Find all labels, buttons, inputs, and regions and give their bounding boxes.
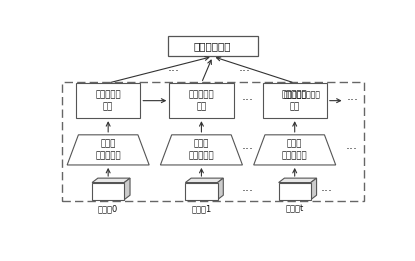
Polygon shape (124, 178, 130, 200)
Bar (168, 36, 258, 56)
Polygon shape (186, 178, 223, 182)
Bar (92, 182, 124, 200)
Text: ···: ··· (320, 185, 332, 198)
Text: ···: ··· (239, 65, 251, 78)
Bar (76, 83, 140, 118)
Text: 肺结节t: 肺结节t (286, 204, 304, 213)
Text: ···: ··· (242, 94, 254, 107)
Text: 长短期网络
单元: 长短期网络 单元 (189, 90, 214, 111)
Polygon shape (67, 135, 149, 165)
Bar (263, 83, 327, 118)
Text: 三维卷
积神经网络: 三维卷 积神经网络 (189, 139, 214, 161)
Polygon shape (92, 178, 130, 182)
Text: 肺结节0: 肺结节0 (98, 204, 118, 213)
Text: 肺癌诊断深度网络: 肺癌诊断深度网络 (283, 90, 320, 99)
Bar (61, 81, 364, 201)
Polygon shape (254, 135, 336, 165)
Bar (278, 182, 311, 200)
Text: ···: ··· (345, 143, 357, 156)
Text: ···: ··· (168, 65, 180, 78)
Text: 三维卷
积神经网络: 三维卷 积神经网络 (282, 139, 308, 161)
Text: 长短期网络
单元: 长短期网络 单元 (95, 90, 121, 111)
Text: 三维卷
积神经网络: 三维卷 积神经网络 (95, 139, 121, 161)
Text: ···: ··· (242, 143, 254, 156)
Text: 肺癌诊断信息: 肺癌诊断信息 (194, 41, 232, 51)
Polygon shape (311, 178, 317, 200)
Text: ···: ··· (346, 94, 358, 107)
Polygon shape (217, 178, 223, 200)
Bar (186, 182, 217, 200)
Polygon shape (161, 135, 242, 165)
Text: ···: ··· (242, 185, 254, 198)
Polygon shape (278, 178, 317, 182)
Bar (169, 83, 234, 118)
Text: 长短期网络
单元: 长短期网络 单元 (282, 90, 308, 111)
Text: 肺结节1: 肺结节1 (191, 204, 212, 213)
